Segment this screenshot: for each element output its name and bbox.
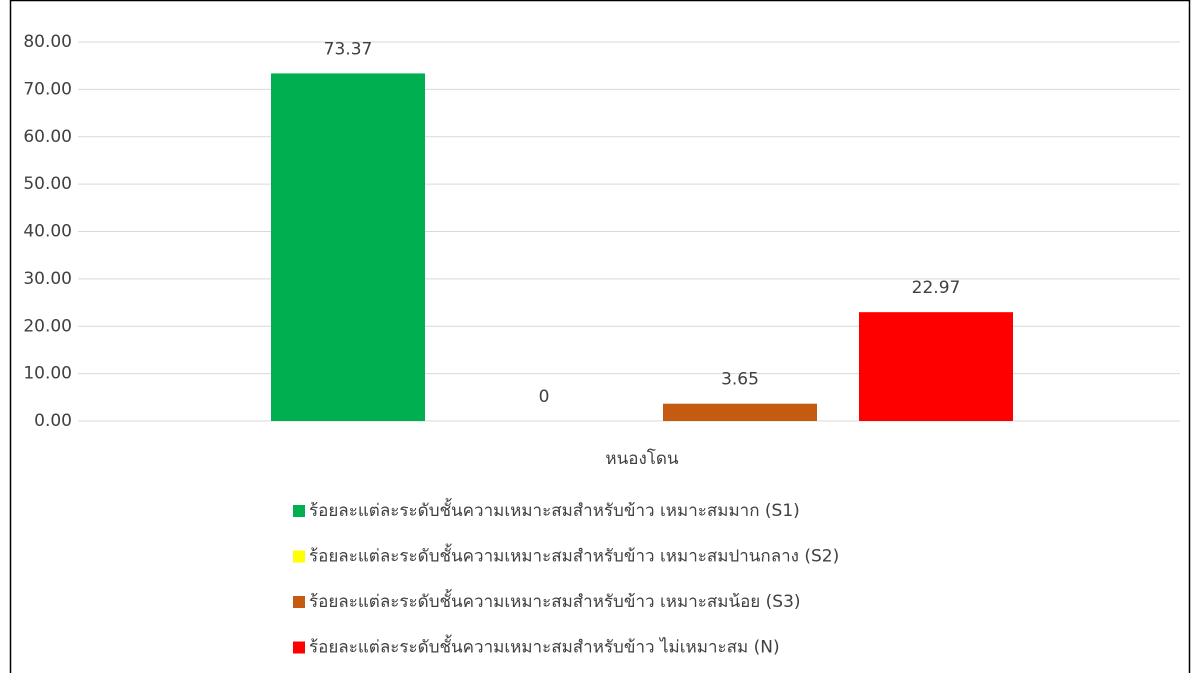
bar xyxy=(271,73,425,422)
data-label: 73.37 xyxy=(324,39,373,59)
x-tick-label: หนองโดน xyxy=(605,448,679,469)
y-tick-label: 10.00 xyxy=(23,364,72,384)
y-tick-label: 60.00 xyxy=(23,127,72,147)
legend-swatch xyxy=(293,550,305,563)
data-label: 3.65 xyxy=(721,370,759,390)
legend-label: ร้อยละแต่ละระดับชั้นความเหมาะสมสำหรับข้า… xyxy=(309,635,780,658)
y-tick-label: 40.00 xyxy=(23,222,72,242)
y-tick-label: 80.00 xyxy=(23,32,72,52)
y-tick-label: 70.00 xyxy=(23,79,72,99)
legend-swatch xyxy=(293,505,305,517)
legend-swatch xyxy=(293,641,305,654)
data-label: 0 xyxy=(539,387,550,407)
legend-label: ร้อยละแต่ละระดับชั้นความเหมาะสมสำหรับข้า… xyxy=(309,544,839,567)
legend-label: ร้อยละแต่ละระดับชั้นความเหมาะสมสำหรับข้า… xyxy=(309,589,801,612)
y-tick-label: 30.00 xyxy=(23,269,72,289)
y-tick-label: 50.00 xyxy=(23,174,72,194)
y-tick-label: 20.00 xyxy=(23,316,72,336)
legend-label: ร้อยละแต่ละระดับชั้นความเหมาะสมสำหรับข้า… xyxy=(309,498,800,521)
data-label: 22.97 xyxy=(912,278,961,298)
bar xyxy=(663,403,817,421)
y-tick-label: 0.00 xyxy=(34,411,72,431)
legend-swatch xyxy=(293,596,305,608)
bar xyxy=(859,312,1013,421)
